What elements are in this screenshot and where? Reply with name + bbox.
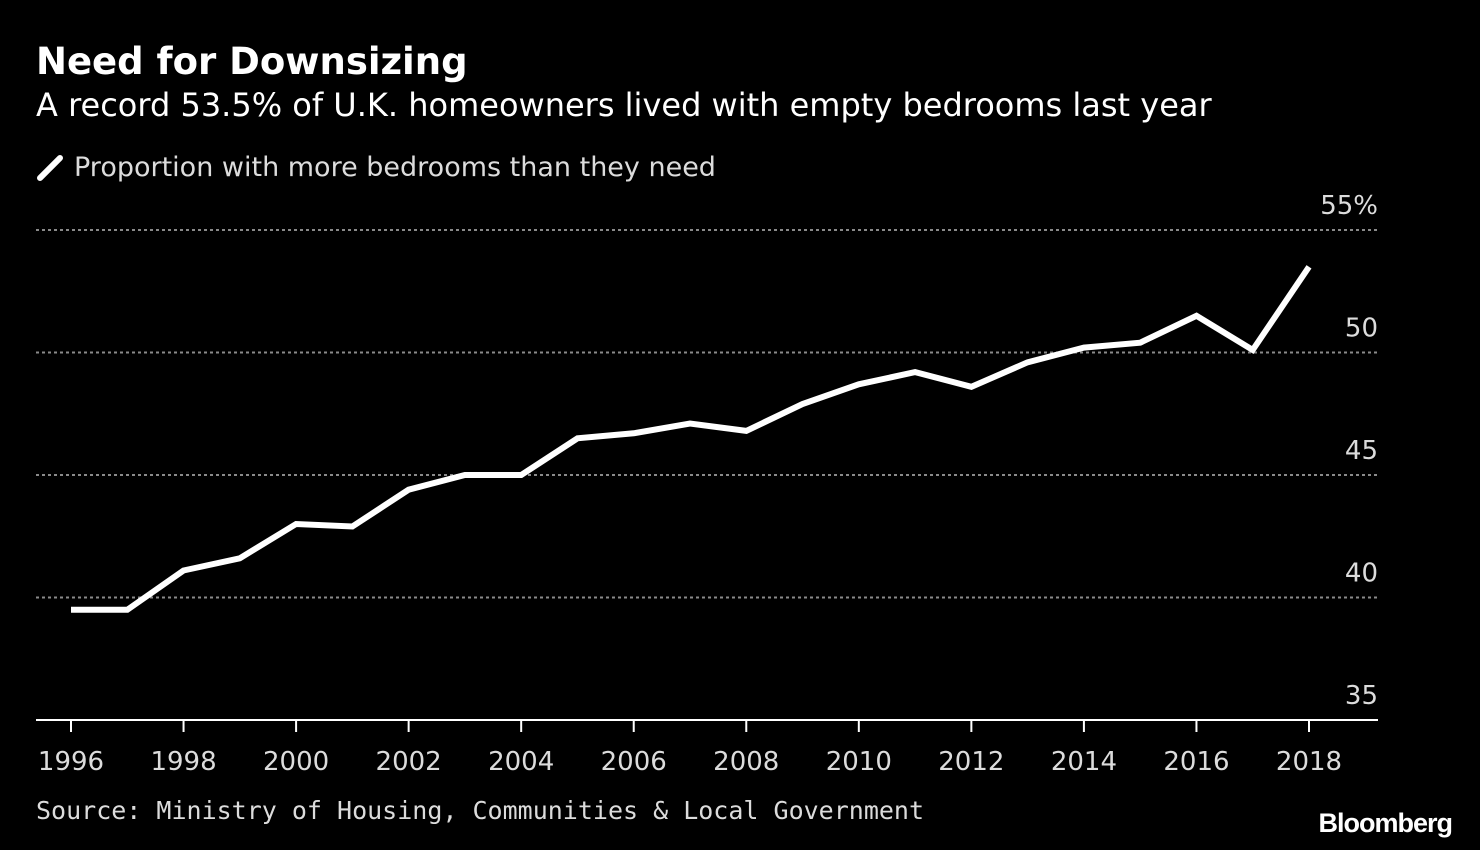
legend-label: Proportion with more bedrooms than they …: [74, 151, 716, 183]
y-tick-label: 45: [1345, 436, 1378, 466]
x-tick-label: 2004: [488, 747, 554, 777]
y-tick-label: 55%: [1320, 191, 1378, 221]
series-layer: [70, 265, 1312, 613]
x-tick-label: 2012: [938, 747, 1004, 777]
source-note: Source: Ministry of Housing, Communities…: [36, 796, 925, 825]
chart-subtitle: A record 53.5% of U.K. homeowners lived …: [36, 86, 1212, 124]
x-tick-label: 2016: [1163, 747, 1229, 777]
legend: Proportion with more bedrooms than they …: [36, 150, 716, 184]
x-tick-label: 2008: [713, 747, 779, 777]
brand-logo: Bloomberg: [1318, 808, 1453, 838]
series-line-0: [71, 265, 1312, 613]
legend-line-icon: [37, 155, 63, 181]
chart-title: Need for Downsizing: [36, 40, 468, 83]
x-tick-label: 2014: [1051, 747, 1117, 777]
y-tick-label: 40: [1345, 559, 1378, 589]
y-tick-label: 35: [1345, 681, 1378, 711]
x-tick-label: 1996: [38, 747, 104, 777]
x-tick-label: 2018: [1276, 747, 1342, 777]
x-tick-label: 2006: [601, 747, 667, 777]
y-axis-ticks: 35 40 45 50 55%: [1320, 191, 1378, 711]
grid-lines: [36, 229, 1378, 599]
x-axis: 1996 1998 2000 2002 2004 2006 2008 2010 2012 2014…: [36, 719, 1378, 777]
x-tick-label: 1998: [150, 747, 216, 777]
x-tick-label: 2000: [263, 747, 329, 777]
x-tick-label: 2002: [376, 747, 442, 777]
y-tick-label: 50: [1345, 314, 1378, 344]
x-tick-label: 2010: [826, 747, 892, 777]
